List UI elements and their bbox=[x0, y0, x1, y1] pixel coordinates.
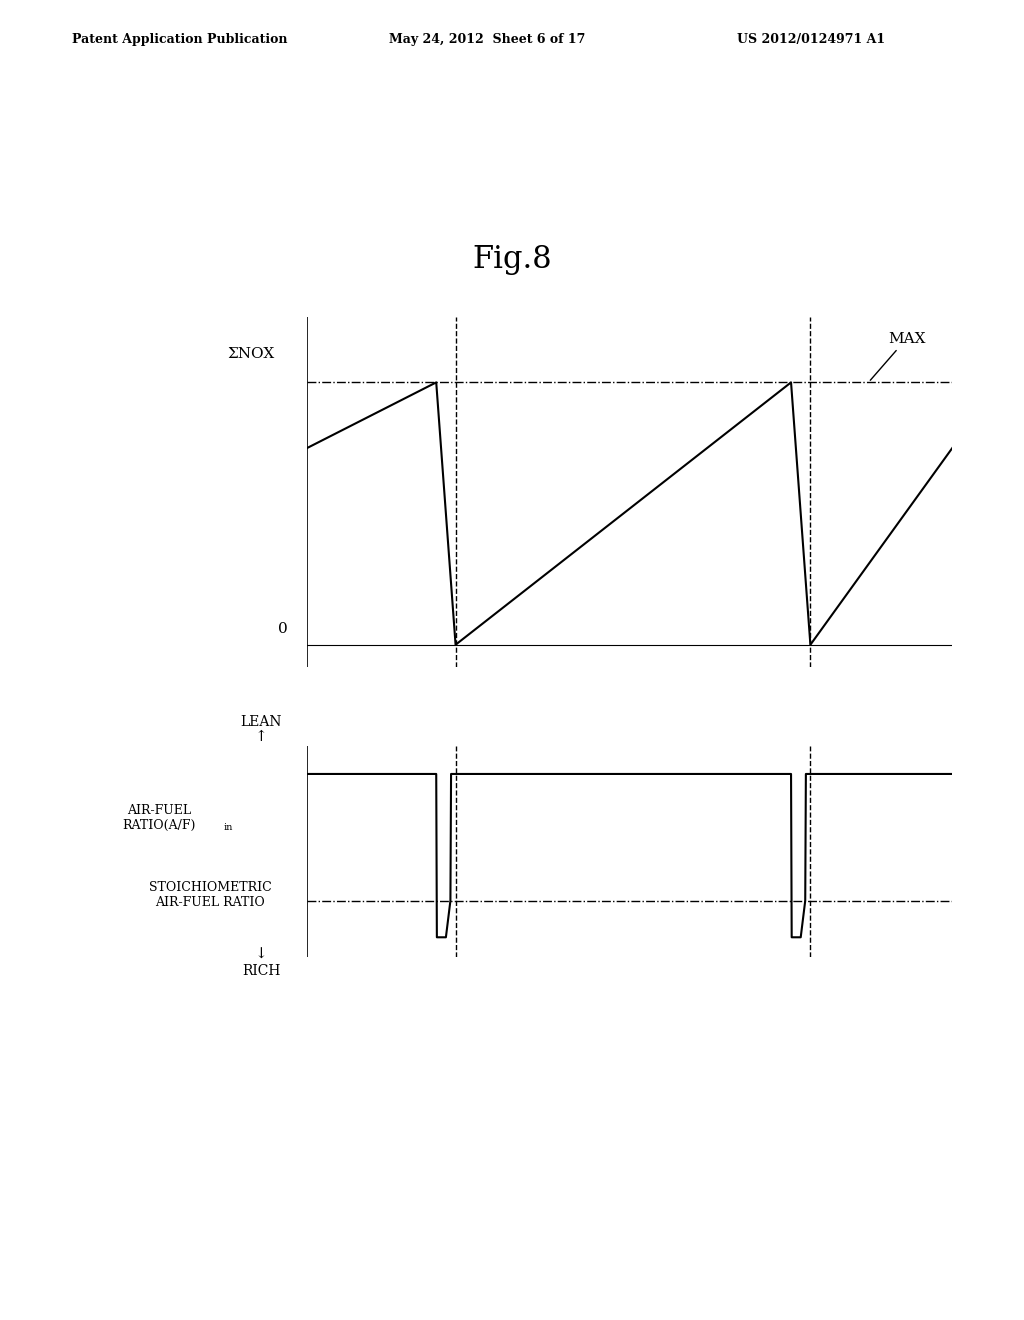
Text: STOICHIOMETRIC
AIR-FUEL RATIO: STOICHIOMETRIC AIR-FUEL RATIO bbox=[148, 880, 271, 909]
Text: US 2012/0124971 A1: US 2012/0124971 A1 bbox=[737, 33, 886, 46]
Text: in: in bbox=[223, 824, 232, 832]
Text: RICH: RICH bbox=[242, 964, 281, 978]
Text: LEAN: LEAN bbox=[241, 714, 282, 729]
Text: Fig.8: Fig.8 bbox=[472, 244, 552, 275]
Text: AIR-FUEL
RATIO(A/F): AIR-FUEL RATIO(A/F) bbox=[122, 804, 196, 833]
Text: Patent Application Publication: Patent Application Publication bbox=[72, 33, 287, 46]
Text: ↓: ↓ bbox=[255, 948, 267, 962]
Text: ΣNOX: ΣNOX bbox=[227, 347, 274, 362]
Text: 0: 0 bbox=[279, 622, 288, 636]
Text: MAX: MAX bbox=[870, 331, 926, 380]
Text: ↑: ↑ bbox=[255, 730, 267, 744]
Text: May 24, 2012  Sheet 6 of 17: May 24, 2012 Sheet 6 of 17 bbox=[389, 33, 586, 46]
